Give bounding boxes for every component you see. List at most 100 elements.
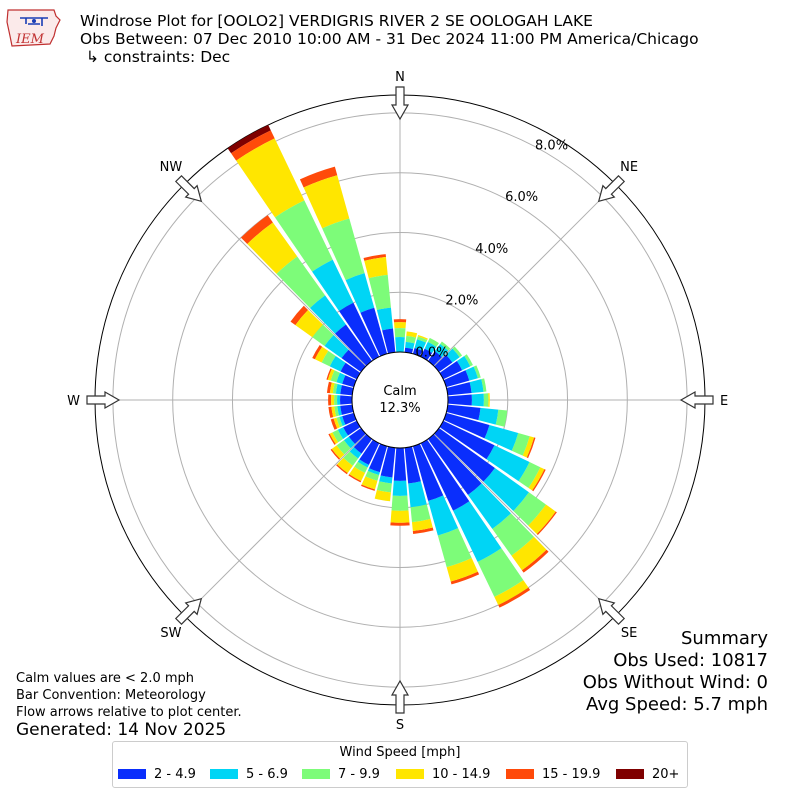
compass-label-nw: NW bbox=[160, 160, 183, 175]
wind-bar-segment bbox=[392, 480, 408, 496]
radial-tick-label: 6.0% bbox=[505, 190, 538, 205]
wind-bar-segment bbox=[343, 451, 359, 466]
wind-bar-segment bbox=[495, 409, 508, 427]
wind-bar-segment bbox=[528, 467, 545, 491]
wind-bar-segment bbox=[477, 548, 524, 597]
calm-value: 12.3% bbox=[379, 401, 420, 416]
wind-bar-segment bbox=[439, 361, 463, 380]
wind-bar-segment bbox=[345, 273, 375, 313]
flow-arrow-icon bbox=[597, 174, 626, 203]
wind-bar-segment bbox=[312, 259, 354, 312]
wind-bar-segment bbox=[440, 341, 451, 351]
wind-bar-segment bbox=[334, 406, 340, 417]
wind-bar-segment bbox=[376, 307, 393, 331]
grid-spoke bbox=[183, 183, 401, 401]
wind-bar-segment bbox=[420, 439, 470, 511]
wind-bar-segment bbox=[353, 434, 373, 454]
grid-spoke bbox=[399, 183, 617, 401]
wind-bar-segment bbox=[437, 528, 472, 568]
radial-tick-label: 2.0% bbox=[445, 294, 478, 309]
wind-bar-segment bbox=[427, 337, 439, 347]
wind-bar-segment bbox=[321, 350, 336, 367]
wind-bar-segment bbox=[331, 406, 337, 418]
wind-bar-segment bbox=[309, 295, 346, 334]
wind-bars bbox=[227, 124, 557, 608]
legend-swatch bbox=[616, 768, 644, 779]
legend-label: 5 - 6.9 bbox=[246, 767, 288, 782]
wind-bar-segment bbox=[340, 404, 354, 415]
wind-bar-segment bbox=[469, 379, 484, 393]
legend-swatch bbox=[302, 768, 330, 779]
wind-bar-segment bbox=[331, 445, 345, 459]
wind-bar-segment bbox=[332, 383, 338, 394]
wind-barb-icon bbox=[20, 17, 48, 26]
legend: Wind Speed [mph] 2 - 4.9 5 - 6.9 7 - 9.9… bbox=[112, 741, 688, 788]
wind-bar-segment bbox=[406, 331, 418, 338]
wind-bar-segment bbox=[361, 484, 376, 491]
wind-bar-segment bbox=[330, 418, 338, 430]
wind-bar-segment bbox=[369, 443, 388, 473]
wind-bar-segment bbox=[374, 489, 391, 502]
compass-label-s: S bbox=[396, 718, 404, 733]
wind-bar-segment bbox=[443, 370, 470, 388]
wind-bar-segment bbox=[332, 429, 344, 443]
wind-bar-segment bbox=[478, 407, 499, 425]
wind-bar-segment bbox=[290, 305, 309, 326]
flow-arrow-icon bbox=[679, 390, 714, 410]
wind-bar-segment bbox=[331, 394, 335, 406]
wind-bar-segment bbox=[393, 319, 407, 323]
wind-bar-segment bbox=[427, 351, 442, 366]
flow-arrows bbox=[86, 86, 714, 714]
wind-bar-segment bbox=[328, 433, 336, 445]
calm-label: Calm bbox=[383, 384, 416, 399]
wind-bar-segment bbox=[404, 446, 421, 484]
wind-bar-segment bbox=[380, 446, 396, 478]
wind-bar-segment bbox=[339, 302, 380, 361]
wind-bar-segment bbox=[335, 324, 373, 366]
wind-bar-segment bbox=[340, 385, 354, 396]
wind-bar-segment bbox=[393, 447, 407, 481]
wind-bar-segment bbox=[443, 412, 490, 439]
wind-bar-segment bbox=[391, 495, 409, 511]
wind-bar-segment bbox=[329, 356, 346, 372]
wind-bar-segment bbox=[349, 466, 366, 482]
wind-bar-segment bbox=[340, 395, 353, 405]
wind-bar-segment bbox=[363, 254, 386, 261]
wind-bar-segment bbox=[314, 346, 329, 363]
wind-bar-segment bbox=[518, 462, 541, 488]
wind-bar-segment bbox=[439, 420, 495, 460]
wind-bar-segment bbox=[367, 468, 380, 476]
wind-bar-segment bbox=[395, 337, 405, 353]
wind-bar-segment bbox=[342, 412, 357, 425]
wind-bar-segment bbox=[329, 382, 335, 394]
wind-bar-segment bbox=[434, 343, 449, 358]
wind-bar-segment bbox=[327, 369, 335, 381]
radial-tick-labels: 0.0% 2.0% 4.0% 6.0% 8.0% bbox=[415, 138, 568, 360]
radial-tick-label: 0.0% bbox=[415, 345, 448, 360]
flow-arrows-note: Flow arrows relative to plot center. bbox=[16, 705, 242, 720]
flow-arrow-icon bbox=[174, 597, 203, 626]
legend-title: Wind Speed [mph] bbox=[339, 745, 461, 760]
wind-bar-segment bbox=[341, 349, 366, 373]
legend-item-2-4.9: 2 - 4.9 bbox=[118, 767, 196, 783]
wind-bar-segment bbox=[446, 404, 481, 421]
wind-bar-segment bbox=[486, 445, 530, 482]
wind-bar-segment bbox=[412, 443, 444, 501]
wind-bar-segment bbox=[368, 274, 391, 311]
wind-bar-segment bbox=[354, 461, 368, 473]
wind-bar-segment bbox=[453, 501, 502, 562]
wind-bar-segment bbox=[390, 522, 410, 526]
wind-bar-segment bbox=[494, 580, 529, 605]
wind-bar-segment bbox=[322, 218, 365, 281]
wind-bar-segment bbox=[240, 215, 273, 244]
wind-bar-segment bbox=[452, 346, 463, 358]
chart-subtitle-constraints: ↳ constraints: Dec bbox=[86, 48, 231, 66]
flow-arrow-icon bbox=[390, 679, 410, 714]
calm-definition-note: Calm values are < 2.0 mph bbox=[16, 671, 195, 686]
wind-bar-segment bbox=[337, 395, 341, 405]
legend-label: 10 - 14.9 bbox=[432, 767, 491, 782]
wind-bar-segment bbox=[231, 130, 275, 161]
legend-swatch bbox=[506, 768, 534, 779]
wind-bar-segment bbox=[427, 434, 482, 495]
legend-item-20-plus: 20+ bbox=[616, 767, 679, 783]
